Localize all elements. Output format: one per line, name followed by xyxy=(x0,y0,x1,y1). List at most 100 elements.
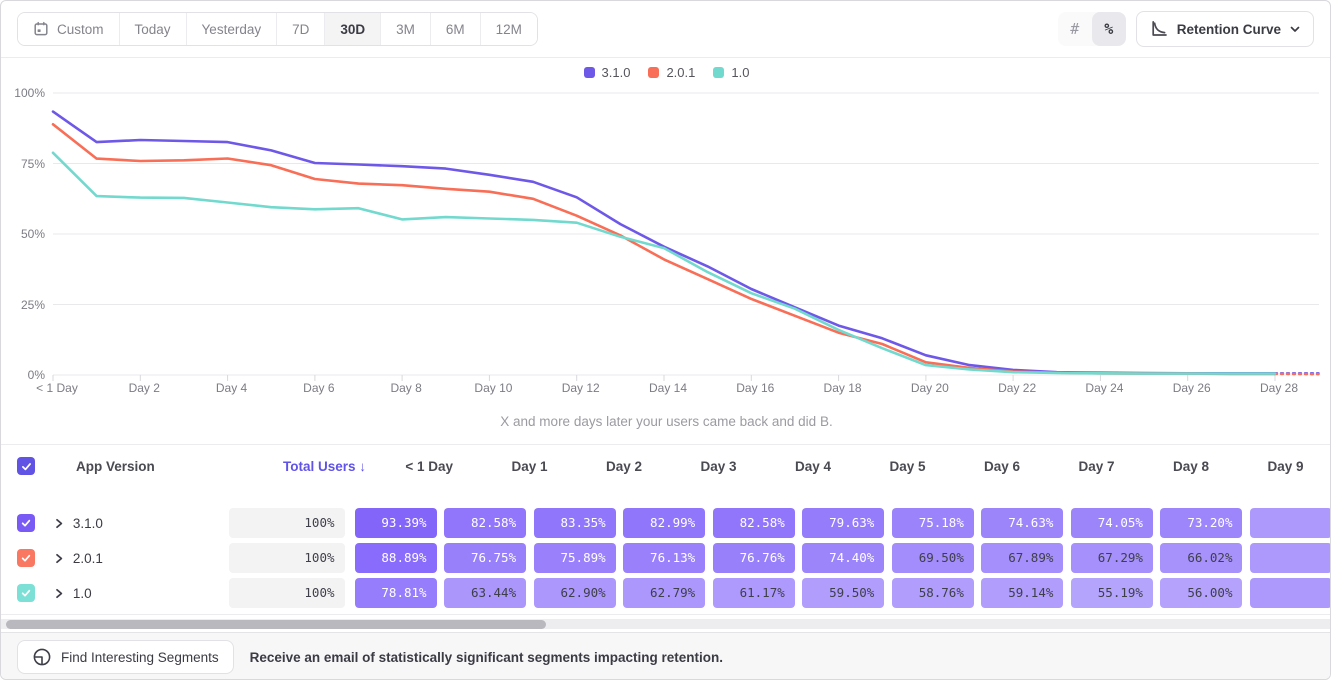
retention-cell[interactable]: 79.63% xyxy=(802,508,885,538)
partial-retention-cell[interactable] xyxy=(1249,543,1330,573)
day-column-header[interactable]: < 1 Day xyxy=(405,458,453,474)
legend-item[interactable]: 2.0.1 xyxy=(648,65,695,80)
total-users-header[interactable]: Total Users ↓ xyxy=(282,458,366,474)
retention-cell[interactable]: 88.89% xyxy=(354,543,437,573)
x-axis-label: Day 18 xyxy=(823,381,862,395)
partial-retention-cell[interactable] xyxy=(1249,578,1330,608)
x-axis-label: Day 16 xyxy=(736,381,775,395)
y-axis-label: 50% xyxy=(20,227,45,241)
checkmark-icon xyxy=(20,587,32,599)
date-range-custom[interactable]: Custom xyxy=(18,13,120,45)
retention-cell[interactable]: 73.20% xyxy=(1160,508,1243,538)
date-range-today[interactable]: Today xyxy=(119,13,187,45)
y-axis-label: 0% xyxy=(27,368,45,382)
date-range-3m[interactable]: 3M xyxy=(381,13,431,45)
day-column-header[interactable]: Day 8 xyxy=(1172,458,1209,474)
day-column-header[interactable]: Day 6 xyxy=(983,458,1020,474)
day-column-header[interactable]: Day 7 xyxy=(1078,458,1115,474)
table-bottom-divider xyxy=(1,614,1330,615)
retention-cell[interactable]: 66.02% xyxy=(1160,543,1243,573)
checkmark-icon xyxy=(20,552,32,564)
retention-cell[interactable]: 74.05% xyxy=(1070,508,1153,538)
retention-cell[interactable]: 55.19% xyxy=(1070,578,1153,608)
date-range-7d[interactable]: 7D xyxy=(277,13,326,45)
row-checkbox[interactable] xyxy=(17,584,35,602)
x-axis-label: Day 6 xyxy=(303,381,335,395)
day-column-header[interactable]: Day 4 xyxy=(794,458,831,474)
retention-cell[interactable]: 75.18% xyxy=(891,508,974,538)
date-range-12m[interactable]: 12M xyxy=(480,13,537,45)
partial-retention-cell[interactable] xyxy=(1249,508,1330,538)
x-axis-label: Day 20 xyxy=(910,381,949,395)
retention-table: App Version Total Users ↓ < 1 Day Day 1 Da… xyxy=(1,444,1330,629)
retention-cell[interactable]: 59.14% xyxy=(981,578,1064,608)
legend-item[interactable]: 1.0 xyxy=(713,65,749,80)
footer-bar: Find Interesting Segments Receive an ema… xyxy=(1,632,1330,679)
day-column-header[interactable]: Day 9 xyxy=(1267,458,1304,474)
find-segments-label: Find Interesting Segments xyxy=(61,649,219,665)
date-range-30d[interactable]: 30D xyxy=(325,13,382,45)
legend-item[interactable]: 3.1.0 xyxy=(583,65,630,80)
x-axis-label: Day 10 xyxy=(474,381,513,395)
day-column-header[interactable]: Day 3 xyxy=(700,458,737,474)
checkmark-icon xyxy=(20,517,32,529)
chart-type-label: Retention Curve xyxy=(1176,21,1281,37)
day-column-header[interactable]: Day 1 xyxy=(511,458,548,474)
horizontal-scrollbar[interactable] xyxy=(1,619,1330,629)
retention-cell[interactable]: 67.29% xyxy=(1070,543,1153,573)
series-line-3.1.0 xyxy=(51,110,1277,375)
x-axis-label: Day 22 xyxy=(998,381,1037,395)
retention-cell[interactable]: 76.75% xyxy=(444,543,527,573)
row-checkbox[interactable] xyxy=(17,514,35,532)
retention-cell[interactable]: 82.58% xyxy=(712,508,795,538)
total-users-cell: 100% xyxy=(228,543,345,573)
retention-cell[interactable]: 82.99% xyxy=(623,508,706,538)
date-range-yesterday[interactable]: Yesterday xyxy=(186,13,278,45)
retention-cell[interactable]: 82.58% xyxy=(444,508,527,538)
expand-chevron-icon[interactable] xyxy=(54,553,64,564)
chart-type-dropdown[interactable]: Retention Curve xyxy=(1135,11,1314,47)
retention-cell[interactable]: 74.63% xyxy=(981,508,1064,538)
day-column-header[interactable]: Day 5 xyxy=(889,458,926,474)
x-axis-label: Day 2 xyxy=(128,381,160,395)
find-segments-button[interactable]: Find Interesting Segments xyxy=(17,640,234,674)
date-range-label: Custom xyxy=(57,21,104,37)
retention-cell[interactable]: 93.39% xyxy=(354,508,437,538)
retention-cell[interactable]: 67.89% xyxy=(981,543,1064,573)
retention-chart-svg xyxy=(51,92,1320,381)
expand-chevron-icon[interactable] xyxy=(54,518,64,529)
retention-cell[interactable]: 62.79% xyxy=(623,578,706,608)
app-version-label: 3.1.0 xyxy=(72,515,103,531)
x-axis-label: Day 12 xyxy=(561,381,600,395)
total-users-cell: 100% xyxy=(228,508,345,538)
table-header: App Version Total Users ↓ < 1 Day Day 1 Da… xyxy=(1,445,1330,487)
date-range-label: 12M xyxy=(495,21,522,37)
retention-cell[interactable]: 83.35% xyxy=(533,508,616,538)
legend-swatch xyxy=(583,67,595,78)
x-axis-label: < 1 Day xyxy=(36,381,78,395)
retention-cell[interactable]: 69.50% xyxy=(891,543,974,573)
select-all-checkbox[interactable] xyxy=(17,457,35,475)
retention-cell[interactable]: 75.89% xyxy=(533,543,616,573)
retention-cell[interactable]: 62.90% xyxy=(533,578,616,608)
retention-cell[interactable]: 56.00% xyxy=(1160,578,1243,608)
app-version-label: 1.0 xyxy=(72,585,92,601)
retention-cell[interactable]: 61.17% xyxy=(712,578,795,608)
hash-icon: # xyxy=(1070,20,1080,38)
row-checkbox[interactable] xyxy=(17,549,35,567)
retention-cell[interactable]: 58.76% xyxy=(891,578,974,608)
day-column-header[interactable]: Day 2 xyxy=(605,458,642,474)
date-range-label: Yesterday xyxy=(201,21,262,37)
retention-cell[interactable]: 76.13% xyxy=(623,543,706,573)
percent-unit-button[interactable]: % xyxy=(1091,12,1126,46)
retention-cell[interactable]: 76.76% xyxy=(712,543,795,573)
percent-icon: % xyxy=(1104,20,1114,38)
retention-cell[interactable]: 63.44% xyxy=(444,578,527,608)
retention-cell[interactable]: 78.81% xyxy=(354,578,437,608)
retention-cell[interactable]: 59.50% xyxy=(802,578,885,608)
date-range-6m[interactable]: 6M xyxy=(430,13,481,45)
scrollbar-thumb[interactable] xyxy=(6,619,546,629)
expand-chevron-icon[interactable] xyxy=(54,588,64,599)
count-unit-button[interactable]: # xyxy=(1058,12,1092,46)
retention-cell[interactable]: 74.40% xyxy=(802,543,885,573)
